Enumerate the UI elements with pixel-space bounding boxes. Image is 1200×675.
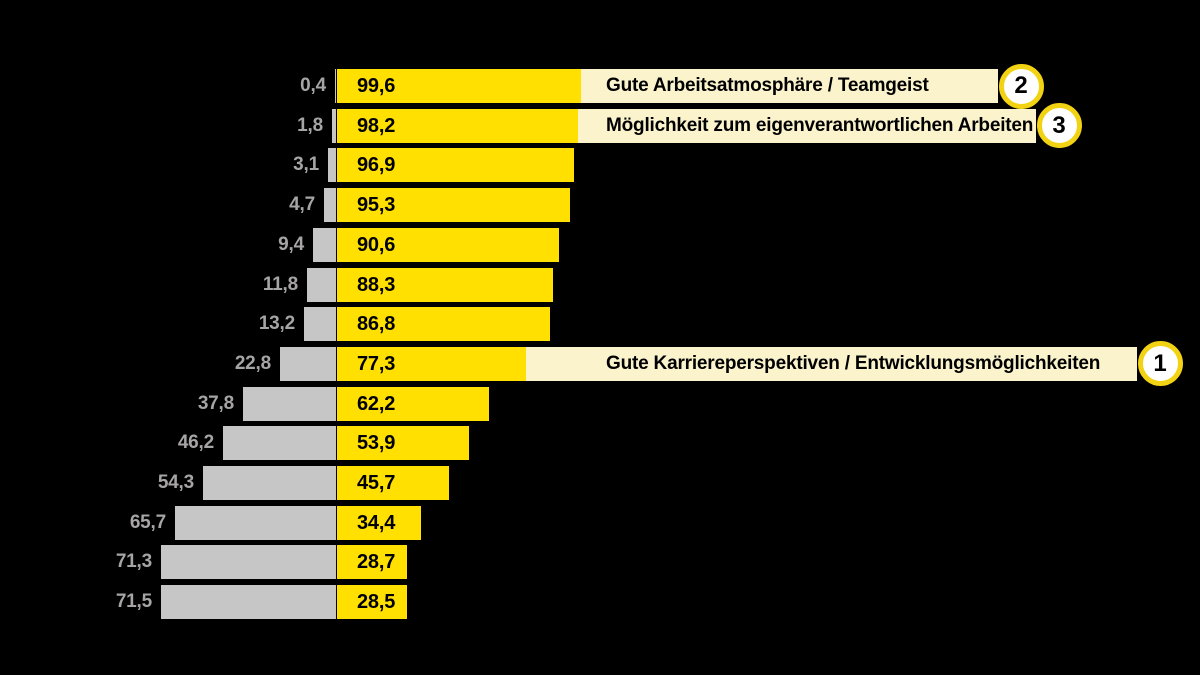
yellow-bar: 86,8 (337, 307, 550, 342)
bar-value-label: 88,3 (357, 273, 396, 296)
gray-bar (161, 585, 336, 620)
chart-row: 46,2 53,9 (0, 426, 1200, 461)
bar-value-label: 96,9 (357, 154, 396, 177)
yellow-bar: 28,7 (337, 545, 407, 580)
gray-bar (223, 426, 336, 461)
chart-row: 37,8 62,2 (0, 386, 1200, 421)
yellow-bar: 98,2 (337, 108, 578, 143)
rank-badge: 1 (1137, 341, 1183, 387)
yellow-bar: 28,5 (337, 585, 407, 620)
annotation-label: Gute Arbeitsatmosphäre / Teamgeist (606, 75, 929, 96)
gray-bar (203, 466, 336, 500)
bar-value-label: 45,7 (357, 472, 396, 494)
yellow-bar: 99,6 (337, 69, 581, 103)
bar-value-label: 98,2 (357, 114, 396, 137)
left-value-label: 71,3 (115, 551, 152, 573)
yellow-bar: 96,9 (337, 148, 574, 183)
chart-row: 11,8 88,3 (0, 267, 1200, 302)
gray-bar (307, 267, 336, 302)
bar-value-label: 34,4 (357, 511, 396, 534)
gray-bar (243, 386, 336, 421)
left-value-label: 0,4 (300, 75, 326, 96)
bar-value-label: 99,6 (357, 75, 396, 97)
chart-row: 1,8 Möglichkeit zum eigenverantwortlichen… (0, 103, 1200, 149)
rank-badge: 3 (1036, 103, 1082, 149)
chart-row: 0,4 Gute Arbeitsatmosphäre / Teamgeist 2 99… (0, 63, 1200, 109)
left-value-label: 3,1 (293, 154, 319, 176)
yellow-bar: 77,3 (337, 346, 526, 381)
left-value-label: 71,5 (115, 591, 152, 613)
yellow-bar: 53,9 (337, 426, 469, 461)
yellow-bar: 45,7 (337, 466, 449, 500)
gray-bar (313, 227, 336, 262)
left-value-label: 1,8 (297, 114, 323, 136)
yellow-bar: 88,3 (337, 267, 553, 302)
gray-bar (175, 505, 336, 540)
rank-badge: 2 (998, 63, 1044, 109)
annotation-band (578, 108, 1036, 143)
chart-row: 54,3 45,7 (0, 466, 1200, 500)
chart-row: 71,5 28,5 (0, 585, 1200, 620)
left-value-label: 46,2 (177, 432, 214, 454)
left-value-label: 9,4 (278, 233, 304, 255)
chart-row: 71,3 28,7 (0, 545, 1200, 580)
bar-value-label: 95,3 (357, 194, 396, 217)
bar-value-label: 28,5 (357, 591, 396, 614)
bar-value-label: 62,2 (357, 392, 396, 415)
chart-row: 3,1 96,9 (0, 148, 1200, 183)
chart-row: 65,7 34,4 (0, 505, 1200, 540)
left-value-label: 65,7 (129, 511, 166, 533)
gray-bar (332, 108, 336, 143)
left-value-label: 11,8 (262, 273, 298, 295)
yellow-bar: 34,4 (337, 505, 421, 540)
yellow-bar: 90,6 (337, 227, 559, 262)
gray-bar (280, 346, 336, 381)
gray-bar (304, 307, 336, 342)
chart-row: 9,4 90,6 (0, 227, 1200, 262)
annotation-label: Gute Karriereperspektiven / Entwicklungs… (606, 352, 1101, 374)
bar-value-label: 90,6 (357, 233, 396, 256)
gray-bar (335, 69, 336, 103)
bar-value-label: 86,8 (357, 313, 396, 336)
bar-value-label: 28,7 (357, 551, 396, 574)
chart-row: 13,2 86,8 (0, 307, 1200, 342)
gray-bar (324, 188, 336, 223)
annotation-label: Möglichkeit zum eigenverantwortlichen Ar… (606, 114, 1034, 136)
left-value-label: 13,2 (258, 313, 295, 335)
yellow-bar: 95,3 (337, 188, 570, 223)
left-value-label: 4,7 (289, 194, 315, 216)
bar-value-label: 53,9 (357, 432, 396, 455)
bar-value-label: 77,3 (357, 352, 396, 375)
left-value-label: 22,8 (234, 352, 271, 374)
gray-bar (328, 148, 336, 183)
chart-row: 22,8 Gute Karriereperspektiven / Entwickl… (0, 341, 1200, 387)
chart-row: 4,7 95,3 (0, 188, 1200, 223)
yellow-bar: 62,2 (337, 386, 489, 421)
left-value-label: 54,3 (157, 472, 194, 493)
annotation-band (526, 346, 1137, 381)
annotation-band (581, 69, 998, 103)
gray-bar (161, 545, 336, 580)
left-value-label: 37,8 (197, 392, 234, 414)
